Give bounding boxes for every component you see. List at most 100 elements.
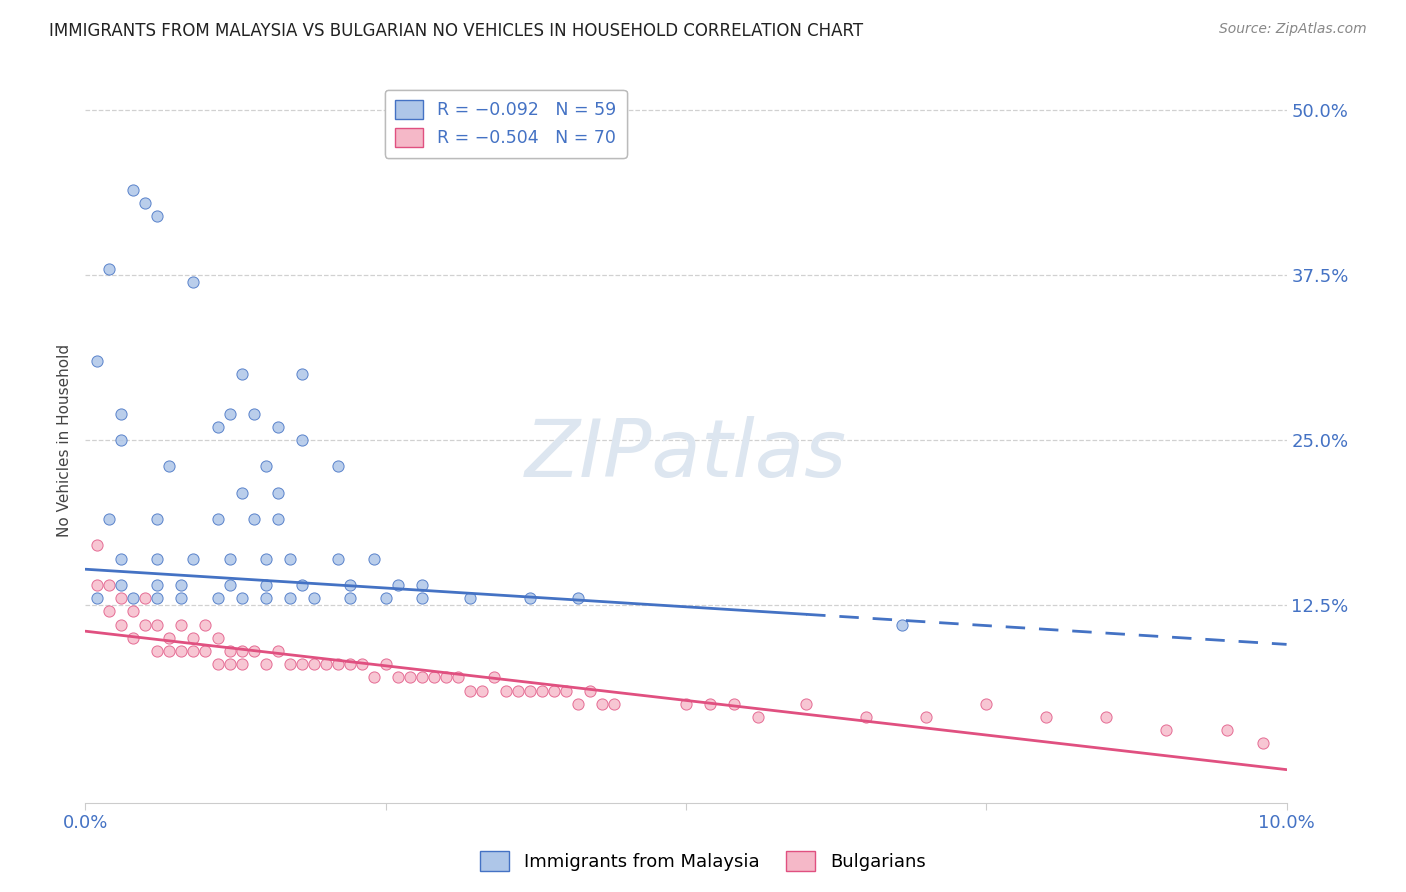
Point xyxy=(458,591,481,606)
Point xyxy=(98,578,121,592)
Point xyxy=(146,578,169,592)
Point xyxy=(302,657,325,672)
Point xyxy=(554,683,576,698)
Point xyxy=(291,433,314,447)
Point xyxy=(146,617,169,632)
Point xyxy=(254,591,277,606)
Point xyxy=(146,209,169,223)
Point xyxy=(302,591,325,606)
Point xyxy=(183,551,205,566)
Point xyxy=(278,551,301,566)
Point xyxy=(1035,710,1057,724)
Point xyxy=(506,683,529,698)
Point xyxy=(326,459,349,474)
Point xyxy=(266,485,288,500)
Point xyxy=(482,670,505,684)
Point xyxy=(98,261,121,276)
Point xyxy=(110,433,132,447)
Point xyxy=(183,631,205,645)
Point xyxy=(422,670,444,684)
Point xyxy=(291,578,314,592)
Point xyxy=(339,578,361,592)
Point xyxy=(122,604,145,618)
Point xyxy=(207,512,229,526)
Point xyxy=(411,578,433,592)
Point xyxy=(266,512,288,526)
Point xyxy=(855,710,877,724)
Point xyxy=(675,697,697,711)
Point xyxy=(326,657,349,672)
Point xyxy=(1095,710,1118,724)
Point xyxy=(315,657,337,672)
Point xyxy=(218,657,240,672)
Point xyxy=(747,710,769,724)
Point xyxy=(411,591,433,606)
Point xyxy=(567,697,589,711)
Point xyxy=(915,710,938,724)
Point xyxy=(350,657,373,672)
Point xyxy=(159,459,181,474)
Point xyxy=(519,591,541,606)
Point xyxy=(591,697,613,711)
Point xyxy=(110,551,132,566)
Point xyxy=(86,591,108,606)
Text: Source: ZipAtlas.com: Source: ZipAtlas.com xyxy=(1219,22,1367,37)
Legend: Immigrants from Malaysia, Bulgarians: Immigrants from Malaysia, Bulgarians xyxy=(474,844,932,879)
Point xyxy=(146,644,169,658)
Point xyxy=(374,657,396,672)
Point xyxy=(519,683,541,698)
Point xyxy=(411,670,433,684)
Point xyxy=(86,578,108,592)
Point xyxy=(183,275,205,289)
Point xyxy=(699,697,721,711)
Point xyxy=(218,644,240,658)
Point xyxy=(447,670,470,684)
Point xyxy=(398,670,420,684)
Point xyxy=(254,657,277,672)
Point xyxy=(183,644,205,658)
Point xyxy=(363,670,385,684)
Point xyxy=(495,683,517,698)
Point xyxy=(170,578,193,592)
Point xyxy=(974,697,997,711)
Point xyxy=(207,420,229,434)
Point xyxy=(530,683,553,698)
Point xyxy=(291,367,314,381)
Point xyxy=(98,512,121,526)
Legend: R = −0.092   N = 59, R = −0.504   N = 70: R = −0.092 N = 59, R = −0.504 N = 70 xyxy=(385,90,627,158)
Point xyxy=(242,512,264,526)
Point xyxy=(291,657,314,672)
Point xyxy=(278,657,301,672)
Point xyxy=(374,591,396,606)
Point xyxy=(207,591,229,606)
Point xyxy=(363,551,385,566)
Text: ZIPatlas: ZIPatlas xyxy=(524,416,846,493)
Point xyxy=(170,591,193,606)
Point xyxy=(170,644,193,658)
Point xyxy=(339,591,361,606)
Point xyxy=(794,697,817,711)
Point xyxy=(891,617,914,632)
Point xyxy=(242,644,264,658)
Point xyxy=(122,591,145,606)
Point xyxy=(1251,736,1274,750)
Point xyxy=(723,697,745,711)
Point xyxy=(471,683,494,698)
Point xyxy=(146,512,169,526)
Point xyxy=(98,604,121,618)
Point xyxy=(579,683,602,698)
Point xyxy=(458,683,481,698)
Point xyxy=(207,631,229,645)
Point xyxy=(543,683,565,698)
Point xyxy=(231,591,253,606)
Point xyxy=(231,657,253,672)
Point xyxy=(567,591,589,606)
Point xyxy=(266,644,288,658)
Point xyxy=(218,578,240,592)
Point xyxy=(434,670,457,684)
Point xyxy=(231,367,253,381)
Point xyxy=(387,670,409,684)
Point xyxy=(110,591,132,606)
Point xyxy=(387,578,409,592)
Point xyxy=(170,617,193,632)
